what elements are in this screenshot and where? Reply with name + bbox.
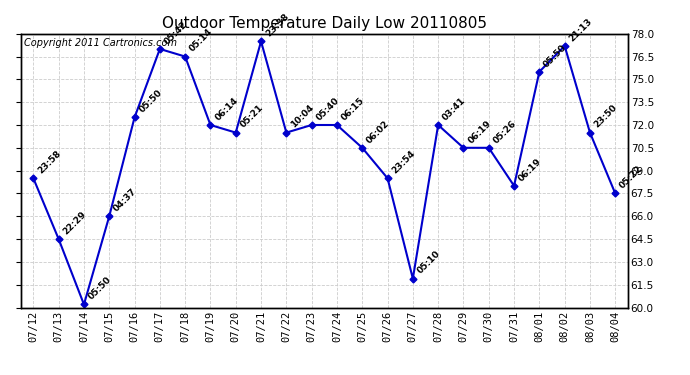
Text: 06:15: 06:15 bbox=[339, 96, 366, 122]
Text: 23:50: 23:50 bbox=[593, 103, 619, 130]
Text: 04:37: 04:37 bbox=[112, 187, 139, 213]
Text: 05:26: 05:26 bbox=[491, 118, 518, 145]
Text: 05:22: 05:22 bbox=[618, 164, 644, 190]
Title: Outdoor Temperature Daily Low 20110805: Outdoor Temperature Daily Low 20110805 bbox=[161, 16, 487, 31]
Text: 05:40: 05:40 bbox=[315, 96, 341, 122]
Text: 03:41: 03:41 bbox=[441, 96, 468, 122]
Text: 23:38: 23:38 bbox=[264, 12, 290, 39]
Text: 05:50: 05:50 bbox=[137, 88, 164, 115]
Text: 06:19: 06:19 bbox=[517, 156, 544, 183]
Text: 06:14: 06:14 bbox=[213, 96, 240, 122]
Text: 05:21: 05:21 bbox=[239, 103, 265, 130]
Text: 06:19: 06:19 bbox=[466, 118, 493, 145]
Text: 05:50: 05:50 bbox=[87, 275, 113, 302]
Text: 05:50: 05:50 bbox=[542, 43, 569, 69]
Text: Copyright 2011 Cartronics.com: Copyright 2011 Cartronics.com bbox=[23, 38, 177, 48]
Text: 23:58: 23:58 bbox=[36, 149, 63, 176]
Text: 23:54: 23:54 bbox=[391, 149, 417, 176]
Text: 10:04: 10:04 bbox=[289, 103, 315, 130]
Text: 21:13: 21:13 bbox=[567, 16, 594, 43]
Text: 05:10: 05:10 bbox=[415, 249, 442, 276]
Text: 22:29: 22:29 bbox=[61, 210, 88, 236]
Text: 06:02: 06:02 bbox=[365, 118, 391, 145]
Text: 05:14: 05:14 bbox=[188, 27, 215, 54]
Text: 05:42: 05:42 bbox=[163, 20, 189, 46]
